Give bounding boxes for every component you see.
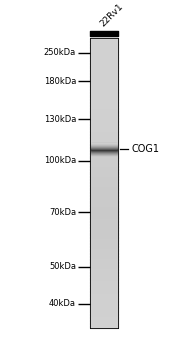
Text: 100kDa: 100kDa <box>44 156 76 165</box>
Text: 40kDa: 40kDa <box>49 299 76 308</box>
Text: 22Rv1: 22Rv1 <box>98 2 125 29</box>
Text: COG1: COG1 <box>132 144 160 154</box>
Text: 250kDa: 250kDa <box>44 48 76 57</box>
Text: 50kDa: 50kDa <box>49 262 76 272</box>
Text: 70kDa: 70kDa <box>49 208 76 217</box>
Text: 130kDa: 130kDa <box>44 115 76 124</box>
Text: 180kDa: 180kDa <box>44 77 76 85</box>
